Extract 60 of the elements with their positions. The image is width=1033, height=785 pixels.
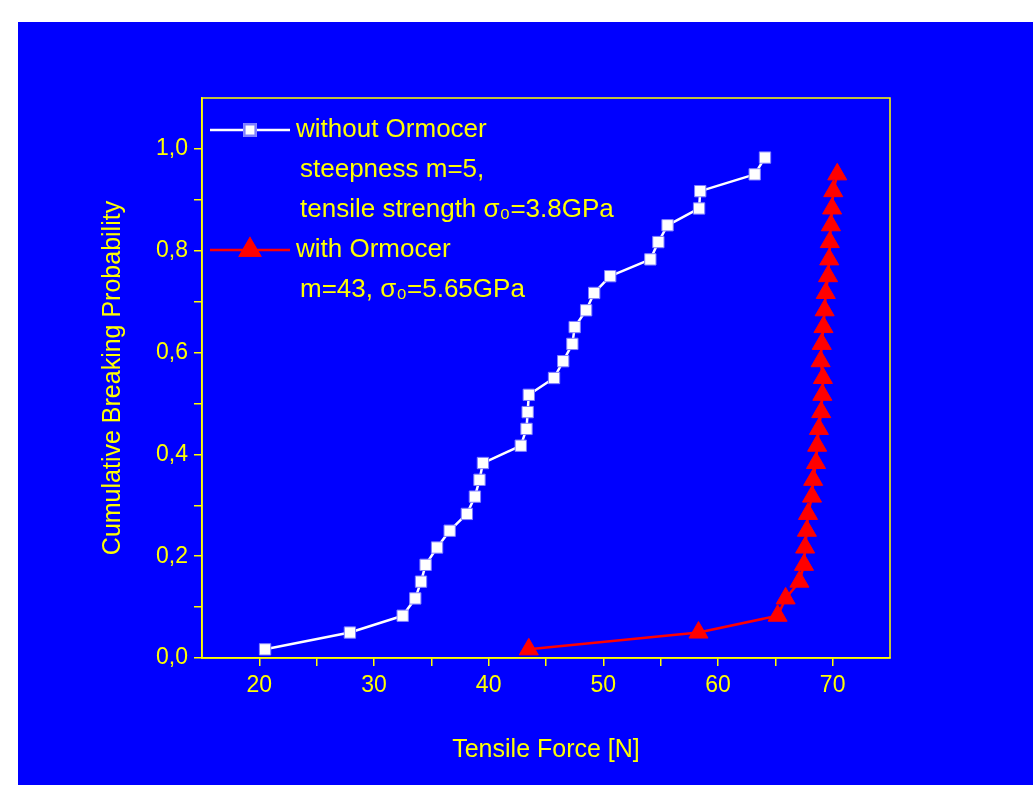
point [520,422,533,436]
x-tick-label: 60 [705,671,731,698]
point [414,575,428,588]
point [604,270,617,283]
point [806,451,827,470]
point [568,320,581,334]
annotation: m=43, σ₀=5.65GPa [300,273,526,304]
point [802,485,823,503]
x-axis-title: Tensile Force [N] [452,733,640,762]
y-tick-label: 0,4 [156,439,189,466]
point [644,253,657,266]
point [430,541,444,554]
point [692,202,706,215]
point [518,637,539,656]
y-tick-label: 1,0 [156,134,188,161]
point [694,185,707,198]
y-tick-label: 0,6 [156,337,188,364]
x-tick-label: 70 [819,671,846,698]
point [803,468,824,486]
x-tick-label: 20 [246,671,273,698]
x-tick-label: 30 [361,671,387,698]
point [661,219,674,232]
point [521,405,534,419]
point [795,536,816,554]
point [688,621,709,639]
point [767,604,788,622]
point [547,371,561,385]
point [652,235,665,249]
point [793,553,815,571]
point [797,502,819,520]
point [789,570,810,588]
point [396,609,409,622]
point [419,558,432,571]
point [476,456,490,470]
point [522,388,535,401]
x-tick-label: 50 [590,671,617,698]
point [409,592,422,605]
y-tick-label: 0,0 [156,643,188,670]
point [588,286,601,300]
point [807,434,828,452]
point [775,586,796,605]
point [758,151,772,164]
y-tick-label: 0,8 [156,236,188,263]
x-tick-label: 40 [475,671,502,698]
point [443,524,456,537]
y-tick-label: 0,2 [156,541,188,568]
point [796,519,817,537]
point [557,355,570,368]
y-axis-title: Cumulative Breaking Probability [96,200,125,556]
point [343,626,357,639]
legend-label: without Ormocer [295,113,488,144]
point [811,400,832,419]
point [514,439,527,452]
point [748,168,761,181]
point [460,507,474,521]
legend-label: with Ormocer [295,233,451,264]
point [468,490,482,503]
point [473,473,486,486]
point [566,337,579,351]
point [579,304,593,317]
